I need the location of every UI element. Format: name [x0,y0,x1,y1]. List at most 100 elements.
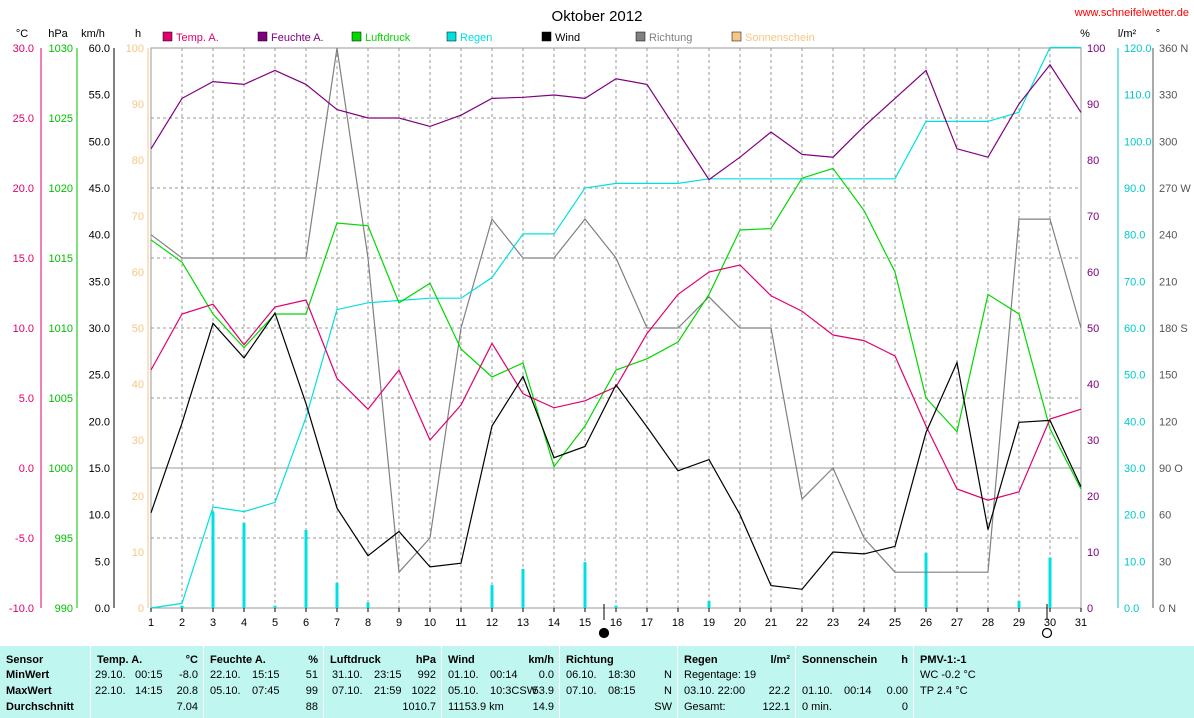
rain-axis-tick: 110.0 [1124,90,1151,102]
full-moon-icon [1041,627,1053,639]
temp-line [150,264,1082,501]
richtung-avg-value: SW [654,701,672,713]
rain-bar-day-12 [490,585,494,608]
rain-unit-label: l/m² [1118,28,1137,40]
x-tick-label: 21 [765,617,777,629]
direction-axis-tick: 330 [1159,90,1177,102]
sun-axis-tick: 100 [126,43,144,55]
x-tick-label: 22 [796,617,808,629]
humidity-axis-tick: 40 [1087,379,1099,391]
series-lines [150,46,1082,609]
richtung-min-date: 06.10. [566,669,597,681]
weather-chart: Oktober 2012 www.schneifelwetter.de Temp… [8,7,1192,639]
temp-axis-tick: 5.0 [19,393,34,405]
x-tick-label: 14 [548,617,560,629]
wind-axis-tick: 60.0 [89,43,110,55]
legend-swatch-feuchte [257,31,268,42]
richtung-min-time: 18:30 [608,669,636,681]
regen-total-value: 122.1 [762,701,790,713]
temp-axis-tick: 25.0 [13,113,34,125]
x-tick-label: 28 [982,617,994,629]
pmv-tp: TP 2.4 °C [920,685,968,697]
x-tick-label: 12 [486,617,498,629]
header-temp-unit: °C [185,654,198,666]
richtung-min-value: N [664,669,672,681]
rain-axis-tick: 0.0 [1124,603,1139,615]
richtung-line [150,47,1082,574]
row-label-avg: Durchschnitt [6,701,74,713]
direction-axis-tick: 210 [1159,276,1177,288]
rain-bar-day-6 [304,529,308,608]
legend-label-regen: Regen [460,32,492,44]
x-tick-label: 9 [396,617,402,629]
rain-axis-tick: 70.0 [1124,276,1145,288]
wind-min-date: 01.10. [448,669,479,681]
direction-axis-tick: 60 [1159,510,1171,522]
rain-bar-day-26 [924,552,928,608]
sun-axis-tick: 10 [132,547,144,559]
rain-bar-day-19 [707,601,711,608]
direction-axis-tick: 30 [1159,556,1171,568]
rain-axis-tick: 20.0 [1124,510,1145,522]
daily-rain-bars [180,511,1052,608]
humidity-axis-tick: 100 [1087,43,1105,55]
feuchte-avg-value: 88 [305,701,318,713]
x-tick-label: 24 [858,617,870,629]
direction-axis-tick: 150 [1159,370,1177,382]
sun-axis-tick: 60 [132,267,144,279]
wind-axis-tick: 25.0 [89,370,110,382]
header-pmv: PMV-1:-1 [920,654,967,666]
x-tick-label: 13 [517,617,529,629]
luftdruck-min-date: 31.10. [332,669,363,681]
rain-bar-day-2 [180,605,184,608]
legend-swatch-temp [162,31,173,42]
temp-max-date: 22.10. [95,685,126,697]
wind-avg-value: 14.9 [532,701,554,713]
temp-axis-tick: -5.0 [15,533,34,545]
rain-axis-tick: 120.0 [1124,43,1152,55]
humidity-axis-tick: 70 [1087,211,1099,223]
pressure-axis-tick: 1005 [49,393,73,405]
temp-axis-tick: 10.0 [13,323,34,335]
x-tick-label: 31 [1075,617,1087,629]
legend-swatch-regen [446,31,457,42]
header-sonnenschein: Sonnenschein [802,654,878,666]
rain-bar-day-29 [1017,601,1021,608]
wind-axis-tick: 5.0 [95,556,110,568]
pressure-axis-tick: 995 [55,533,73,545]
sonne-max-date: 01.10. [802,685,833,697]
x-tick-label: 16 [610,617,622,629]
luftdruck-min-time: 23:15 [374,669,402,681]
feuchte-max-date: 05.10. [210,685,241,697]
plot-area [150,46,1082,609]
x-tick-label: 6 [303,617,309,629]
statistics-table: Sensor MinWert MaxWert Durchschnitt Temp… [0,646,1194,718]
legend: Temp. A. Feuchte A. Luftdruck Regen Wind Rich… [162,31,815,44]
humidity-axis-tick: 60 [1087,267,1099,279]
direction-unit-label: ° [1156,28,1160,40]
wind-line [150,311,1082,590]
wind-axis-tick: 0.0 [95,603,110,615]
rain-bar-day-4 [242,523,246,608]
header-sonnenschein-unit: h [901,654,908,666]
header-richtung: Richtung [566,654,614,666]
x-tick-label: 8 [365,617,371,629]
direction-axis-tick: 120 [1159,416,1177,428]
feuchte-min-time: 15:15 [252,669,280,681]
sun-axis-tick: 70 [132,211,144,223]
x-tick-label: 1 [148,617,154,629]
wind-axis-tick: 10.0 [89,510,110,522]
pmv-wc: WC -0.2 °C [920,669,976,681]
temp-axis-tick: -10.0 [9,603,34,615]
sun-axis-tick: 90 [132,99,144,111]
rain-bar-day-30 [1048,557,1052,608]
table-col-regen: Regen l/m² Regentage: 19 03.10. 22:00 22.2… [677,646,796,718]
humidity-axis-tick: 20 [1087,491,1099,503]
rain-axis-tick: 40.0 [1124,416,1145,428]
wind-axis-tick: 55.0 [89,90,110,102]
temp-min-date: 29.10. [95,669,126,681]
sun-unit-label: h [135,28,141,40]
x-tick-label: 10 [424,617,436,629]
luftdruck-max-time: 21:59 [374,685,402,697]
temp-axis-tick: 20.0 [13,183,34,195]
